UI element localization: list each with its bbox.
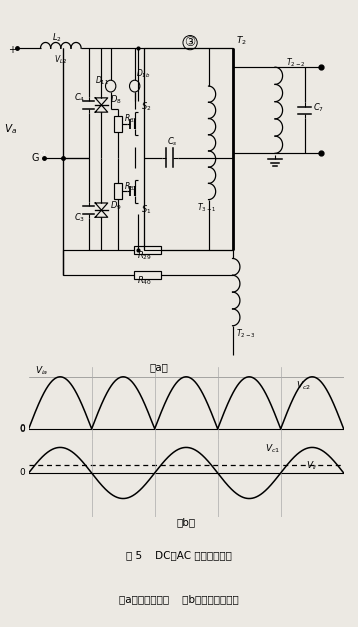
Text: $V_{ia}$: $V_{ia}$: [35, 365, 48, 377]
Text: $T_{2-3}$: $T_{2-3}$: [236, 327, 256, 340]
Text: $V_a$: $V_a$: [4, 122, 18, 136]
Text: $T_{3-1}$: $T_{3-1}$: [197, 201, 217, 214]
Bar: [134, 271, 161, 280]
Text: $S_1$: $S_1$: [141, 203, 152, 216]
Text: $C_s$: $C_s$: [167, 136, 178, 149]
Text: $T_{2-2}$: $T_{2-2}$: [286, 56, 306, 68]
Text: $T_2$: $T_2$: [236, 34, 246, 46]
Text: 图 5    DC／AC 高频变换电路: 图 5 DC／AC 高频变换电路: [126, 550, 232, 560]
Text: 0: 0: [20, 468, 25, 478]
Text: ③: ③: [184, 36, 196, 49]
Text: $V_{ii}$: $V_{ii}$: [306, 460, 318, 472]
Text: 0: 0: [20, 424, 25, 433]
Text: +: +: [8, 45, 16, 55]
Text: $R_{32}$: $R_{32}$: [124, 180, 137, 192]
Text: （a）电路原理图    （b）电路工作波形: （a）电路原理图 （b）电路工作波形: [119, 594, 239, 604]
Text: $V_{c2}$: $V_{c2}$: [296, 380, 311, 393]
Text: $R_{29}$: $R_{29}$: [137, 250, 152, 262]
Text: O: O: [40, 150, 45, 157]
Text: $C_4$: $C_4$: [74, 92, 86, 104]
Text: $L_2$: $L_2$: [52, 32, 62, 44]
Text: $S_2$: $S_2$: [141, 100, 152, 113]
Text: $V_{c1}$: $V_{c1}$: [265, 443, 280, 455]
Text: $C_7$: $C_7$: [313, 102, 324, 114]
Text: G: G: [31, 153, 39, 163]
Text: $R_{31}$: $R_{31}$: [124, 113, 137, 125]
Text: （b）: （b）: [176, 517, 196, 527]
Text: $D_{11}$: $D_{11}$: [95, 75, 109, 87]
Text: （a）: （a）: [149, 362, 168, 372]
Text: 0: 0: [19, 425, 25, 434]
Bar: [144, 48, 233, 250]
Bar: [114, 116, 122, 132]
Text: $D_8$: $D_8$: [110, 94, 121, 107]
Text: $C_3$: $C_3$: [74, 212, 86, 224]
Text: $D_{1b}$: $D_{1b}$: [136, 68, 151, 80]
Text: $D_9$: $D_9$: [110, 199, 121, 211]
Bar: [134, 246, 161, 255]
Bar: [114, 183, 122, 199]
Text: $R_{40}$: $R_{40}$: [137, 275, 152, 287]
Text: $V_{L2}$: $V_{L2}$: [54, 54, 67, 66]
